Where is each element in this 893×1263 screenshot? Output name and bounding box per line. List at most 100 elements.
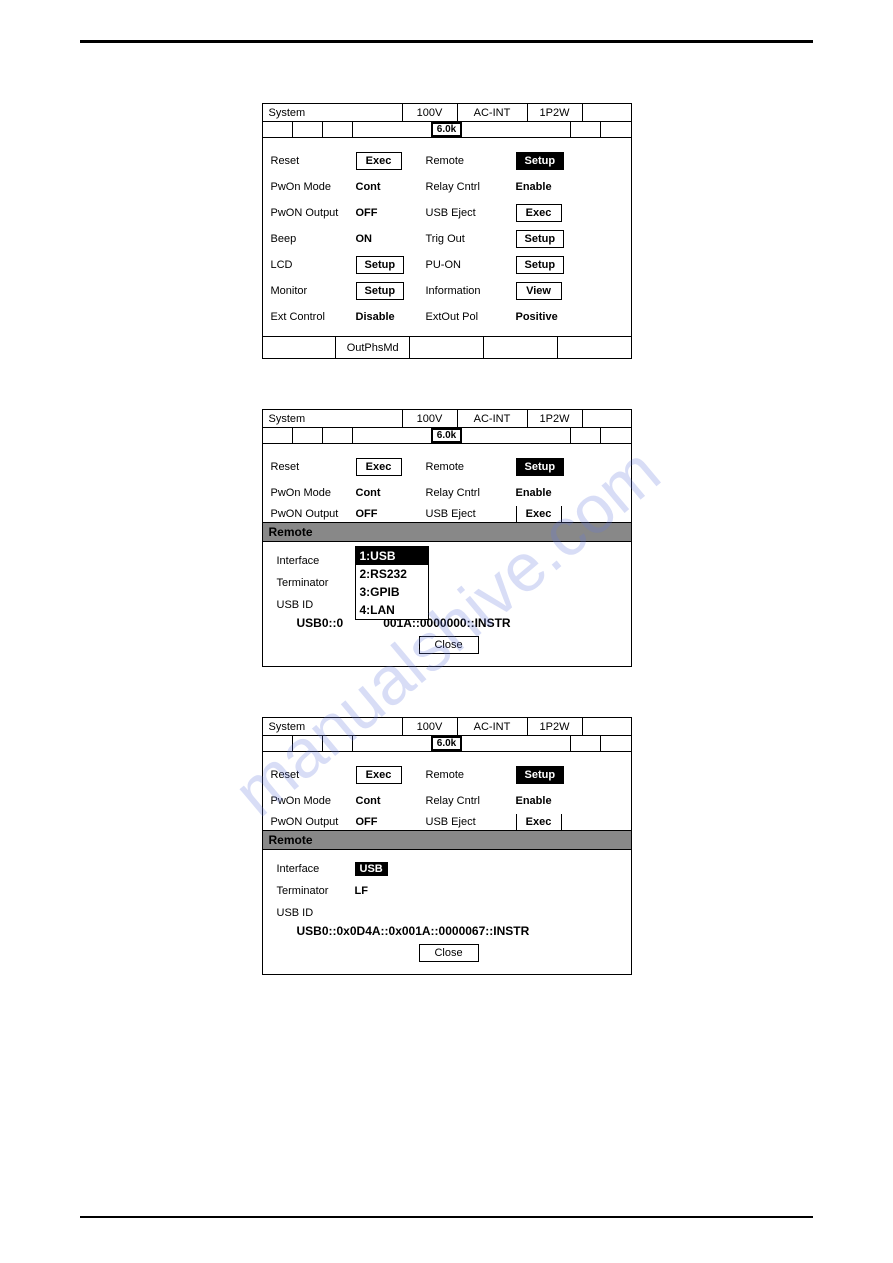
title-100v: 100V [403, 718, 458, 735]
popup-title: Remote [263, 523, 631, 542]
exec-button[interactable]: Exec [516, 506, 562, 522]
partial-row: PwON Output OFF USB Eject Exec [263, 506, 631, 522]
footbar-cell [484, 337, 558, 358]
setting-value: Positive [516, 311, 576, 323]
setting-label: Relay Cntrl [426, 795, 516, 807]
dropdown-option[interactable]: 3:GPIB [356, 583, 428, 601]
value-button[interactable]: Setup [516, 152, 565, 170]
footbar-cell [558, 337, 631, 358]
setting-label: USB Eject [426, 207, 516, 219]
bottom-rule [80, 1216, 813, 1218]
value-button[interactable]: Setup [516, 458, 565, 476]
settings-row: PwOn ModeContRelay CntrlEnable [271, 788, 623, 814]
value-button[interactable]: Setup [516, 766, 565, 784]
setting-value: Enable [516, 795, 576, 807]
setting-label: Remote [426, 155, 516, 167]
title-system: System [263, 718, 403, 735]
title-acint: AC-INT [458, 718, 528, 735]
setting-label: Relay Cntrl [426, 487, 516, 499]
value-off: OFF [356, 508, 426, 520]
popup-title: Remote [263, 831, 631, 850]
interface-dropdown[interactable]: 1:USB2:RS2323:GPIB4:LAN [355, 546, 429, 620]
label-pwon-output: PwON Output [271, 816, 356, 828]
subbar: 6.0k [263, 736, 631, 752]
setting-label: Beep [271, 233, 356, 245]
value-button[interactable]: Setup [516, 256, 565, 274]
remote-popup: Remote Interface USB Terminator LF USB I… [263, 830, 631, 974]
close-button[interactable]: Close [419, 636, 479, 654]
titlebar: System 100V AC-INT 1P2W [263, 104, 631, 122]
value-button[interactable]: Exec [356, 458, 402, 476]
setting-value: Disable [356, 311, 426, 323]
setting-label: LCD [271, 259, 356, 271]
setting-label: Reset [271, 461, 356, 473]
label-usb-eject: USB Eject [426, 816, 516, 828]
value-off: OFF [356, 816, 426, 828]
titlebar: System 100V AC-INT 1P2W [263, 410, 631, 428]
title-1p2w: 1P2W [528, 718, 583, 735]
badge-6k: 6.0k [431, 428, 462, 443]
setting-value: Enable [516, 181, 576, 193]
title-blank [583, 410, 631, 427]
system-panel-3: System 100V AC-INT 1P2W 6.0k ResetExecRe… [262, 717, 632, 975]
exec-button[interactable]: Exec [516, 814, 562, 830]
settings-row: PwON OutputOFFUSB EjectExec [271, 200, 623, 226]
setting-label: Trig Out [426, 233, 516, 245]
settings-row: BeepONTrig OutSetup [271, 226, 623, 252]
setting-label: PwOn Mode [271, 487, 356, 499]
usbid-value: USB0::0 001A::0000000::INSTR [277, 616, 621, 630]
setting-label: PU-ON [426, 259, 516, 271]
value-button[interactable]: View [516, 282, 562, 300]
settings-grid: ResetExecRemoteSetupPwOn ModeContRelay C… [263, 138, 631, 336]
usbid-label: USB ID [277, 599, 355, 611]
setting-label: Ext Control [271, 311, 356, 323]
title-system: System [263, 104, 403, 121]
terminator-value[interactable]: LF [355, 885, 368, 897]
title-blank [583, 718, 631, 735]
setting-label: Information [426, 285, 516, 297]
title-acint: AC-INT [458, 410, 528, 427]
dropdown-option[interactable]: 2:RS232 [356, 565, 428, 583]
settings-grid: ResetExecRemoteSetupPwOn ModeContRelay C… [263, 444, 631, 506]
settings-row: ResetExec RemoteSetup [271, 148, 623, 174]
settings-row: PwOn ModeContRelay CntrlEnable [271, 480, 623, 506]
title-system: System [263, 410, 403, 427]
value-button[interactable]: Setup [516, 230, 565, 248]
footbar-cell [263, 337, 337, 358]
title-blank [583, 104, 631, 121]
terminator-label: Terminator [277, 885, 355, 897]
settings-row: ResetExecRemoteSetup [271, 762, 623, 788]
settings-row: MonitorSetupInformationView [271, 278, 623, 304]
terminator-label: Terminator [277, 577, 355, 589]
system-panel-1: System 100V AC-INT 1P2W 6.0k ResetExecRe… [262, 103, 632, 359]
settings-row: PwOn ModeContRelay CntrlEnable [271, 174, 623, 200]
subbar: 6.0k [263, 428, 631, 444]
value-button[interactable]: Exec [356, 766, 402, 784]
dropdown-option[interactable]: 4:LAN [356, 601, 428, 619]
usbid-label: USB ID [277, 907, 355, 919]
setting-value: ON [356, 233, 426, 245]
setting-value: OFF [356, 207, 426, 219]
setting-label: Reset [271, 155, 356, 167]
setting-value: Enable [516, 487, 576, 499]
value-button[interactable]: Exec [356, 152, 402, 170]
interface-label: Interface [277, 555, 355, 567]
title-100v: 100V [403, 410, 458, 427]
setting-value: Cont [356, 181, 426, 193]
system-panel-2: System 100V AC-INT 1P2W 6.0k ResetExecRe… [262, 409, 632, 667]
footbar-cell[interactable]: OutPhsMd [336, 337, 410, 358]
setting-label: PwOn Mode [271, 795, 356, 807]
value-button[interactable]: Exec [516, 204, 562, 222]
title-1p2w: 1P2W [528, 410, 583, 427]
badge-6k: 6.0k [431, 736, 462, 751]
footbar-cell [410, 337, 484, 358]
setting-value: Cont [356, 487, 426, 499]
settings-row: Ext ControlDisableExtOut PolPositive [271, 304, 623, 330]
interface-value[interactable]: USB [355, 862, 388, 876]
value-button[interactable]: Setup [356, 282, 405, 300]
title-acint: AC-INT [458, 104, 528, 121]
value-button[interactable]: Setup [356, 256, 405, 274]
settings-grid: ResetExecRemoteSetupPwOn ModeContRelay C… [263, 752, 631, 814]
close-button[interactable]: Close [419, 944, 479, 962]
dropdown-option[interactable]: 1:USB [356, 547, 428, 565]
